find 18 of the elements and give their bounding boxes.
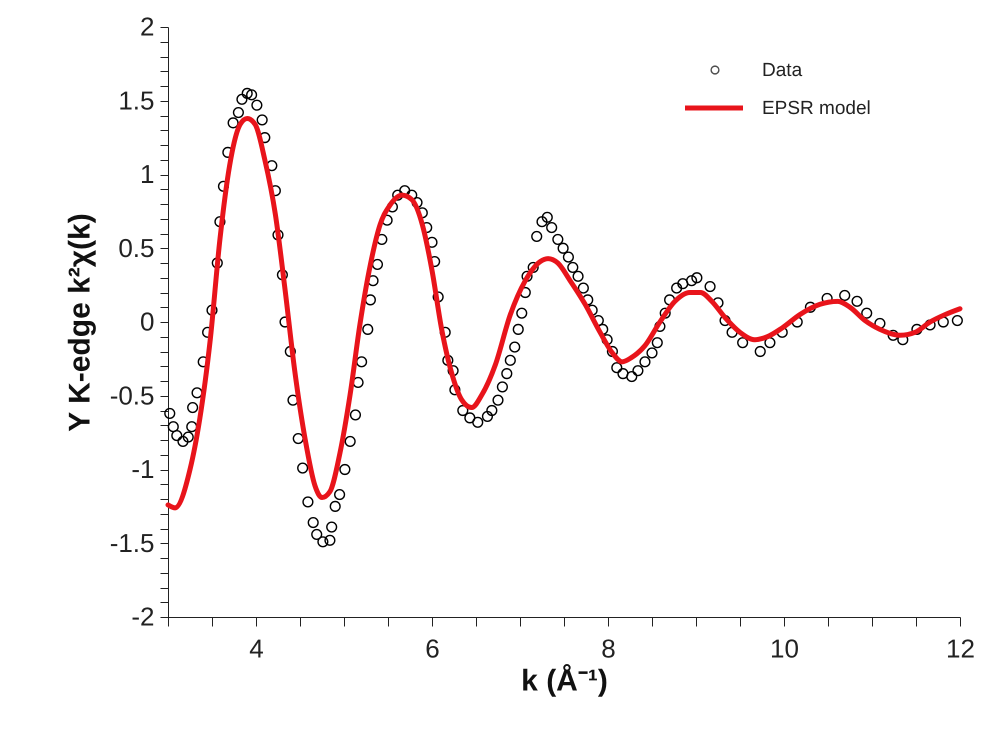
y-tick-label: 0.5: [118, 232, 154, 263]
y-axis-title: Y K-edge k²χ(k): [64, 213, 97, 432]
legend-label: Data: [762, 60, 803, 81]
x-axis-title: k (Å⁻¹): [521, 664, 608, 698]
x-tick-label: 8: [601, 634, 616, 664]
y-tick-label: -0.5: [110, 380, 154, 410]
x-tick-label: 4: [249, 634, 264, 664]
y-tick-label: 1.5: [118, 85, 154, 116]
x-tick-label: 12: [946, 634, 975, 664]
y-tick-label: -2: [131, 602, 154, 632]
x-tick-label: 10: [770, 634, 799, 664]
y-tick-label: 0: [140, 306, 154, 336]
y-tick-label: 1: [140, 159, 154, 189]
legend-label: EPSR model: [762, 98, 871, 119]
y-tick-label: -1: [131, 454, 154, 484]
y-tick-label: 2: [140, 12, 154, 42]
x-tick-label: 6: [425, 634, 440, 664]
y-tick-label: -1.5: [110, 528, 154, 558]
